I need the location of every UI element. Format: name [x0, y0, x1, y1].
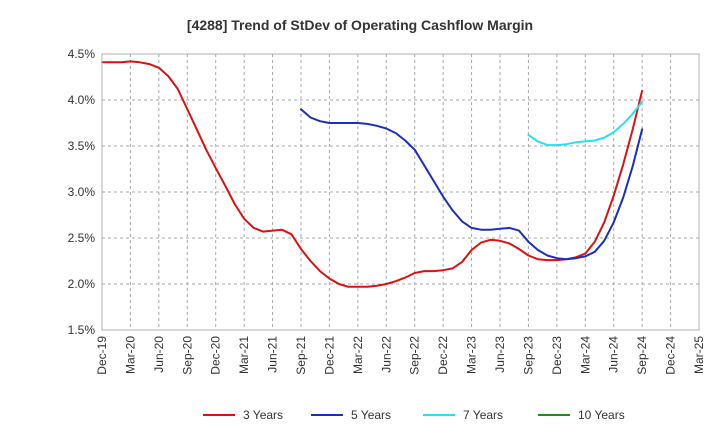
x-tick-label: Jun-21: [266, 336, 280, 373]
series-line-3-years: [101, 60, 644, 288]
legend: 3 Years 5 Years 7 Years 10 Years: [203, 408, 625, 422]
legend-label-5-years: 5 Years: [351, 408, 391, 422]
x-tick-label: Mar-25: [692, 336, 706, 374]
x-tick-label: Dec-19: [95, 336, 109, 375]
x-tick-label: Sep-20: [180, 336, 194, 375]
legend-label-7-years: 7 Years: [463, 408, 503, 422]
x-tick-label: Sep-21: [294, 336, 308, 375]
x-tick-label: Dec-24: [664, 336, 678, 375]
x-tick-label: Sep-24: [635, 336, 649, 375]
y-tick-label: 2.5%: [68, 231, 96, 245]
series-line-5-years: [300, 108, 644, 261]
x-tick-label: Mar-24: [578, 336, 592, 374]
x-tick-label: Mar-22: [351, 336, 365, 374]
x-tick-label: Mar-20: [123, 336, 137, 374]
x-tick-label: Mar-23: [465, 336, 479, 374]
x-tick-label: Sep-22: [408, 336, 422, 375]
x-tick-label: Mar-21: [237, 336, 251, 374]
series-layer: [101, 60, 644, 288]
legend-label-10-years: 10 Years: [578, 408, 625, 422]
y-tick-label: 3.0%: [68, 185, 96, 199]
x-axis: Dec-19 Mar-20 Jun-20 Sep-20 Dec-20 Mar-21 Jun-…: [95, 336, 706, 375]
x-tick-label: Dec-22: [436, 336, 450, 375]
x-tick-label: Jun-23: [493, 336, 507, 373]
plot-frame: [101, 53, 700, 331]
x-tick-label: Jun-22: [379, 336, 393, 373]
series-line-7-years: [527, 100, 644, 147]
x-tick-label: Dec-21: [322, 336, 336, 375]
y-tick-label: 2.0%: [68, 277, 96, 291]
x-tick-label: Dec-20: [209, 336, 223, 375]
x-tick-label: Dec-23: [550, 336, 564, 375]
y-tick-label: 4.5%: [68, 47, 96, 61]
grid-layer: [101, 53, 700, 331]
legend-label-3-years: 3 Years: [243, 408, 283, 422]
x-tick-label: Jun-20: [152, 336, 166, 373]
chart-title: [4288] Trend of StDev of Operating Cashf…: [187, 17, 533, 33]
y-axis: 1.5% 2.0% 2.5% 3.0% 3.5% 4.0% 4.5%: [68, 47, 96, 337]
x-tick-label: Jun-24: [607, 336, 621, 373]
x-tick-label: Sep-23: [521, 336, 535, 375]
y-tick-label: 3.5%: [68, 139, 96, 153]
y-tick-label: 4.0%: [68, 93, 96, 107]
y-tick-label: 1.5%: [68, 323, 96, 337]
